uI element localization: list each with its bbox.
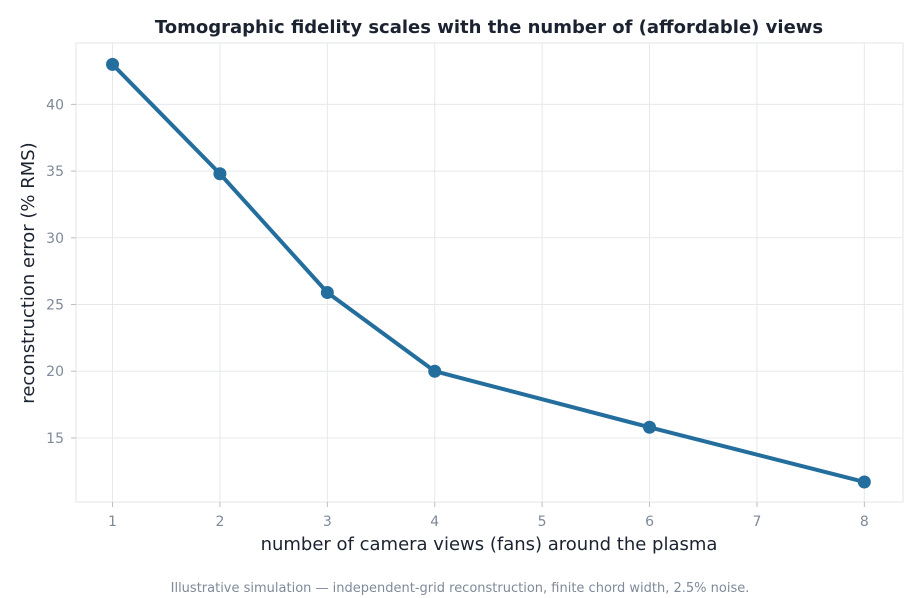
y-tick-label: 40 [46,97,64,113]
x-axis-label: number of camera views (fans) around the… [261,534,718,555]
y-tick-label: 15 [46,431,64,447]
data-point [320,286,334,300]
data-point [857,475,871,489]
x-tick-label: 8 [860,514,869,530]
data-point [213,167,227,181]
x-tick-label: 1 [108,514,117,530]
x-tick-label: 5 [538,514,547,530]
data-point [643,420,657,434]
data-point [106,57,120,71]
x-tick-label: 7 [752,514,761,530]
caption: Illustrative simulation — independent-gr… [171,581,750,596]
data-points [106,57,871,489]
y-tick-label: 30 [46,231,64,247]
y-tick-label: 25 [46,298,64,314]
grid [76,43,903,502]
plot-frame [75,42,904,503]
x-tick-label: 4 [430,514,439,530]
y-axis-ticks: 15 20 25 30 35 40 [46,97,76,447]
x-tick-label: 3 [323,514,332,530]
y-tick-label: 35 [46,164,64,180]
y-axis-label: reconstruction error (% RMS) [18,142,39,403]
y-tick-label: 20 [46,364,64,380]
x-tick-label: 6 [645,514,654,530]
series-line [110,62,867,484]
x-axis-ticks: 1 2 3 4 5 6 7 8 [108,502,869,530]
x-tick-label: 2 [215,514,224,530]
chart-title: Tomographic fidelity scales with the num… [155,17,823,38]
data-point [428,364,442,378]
